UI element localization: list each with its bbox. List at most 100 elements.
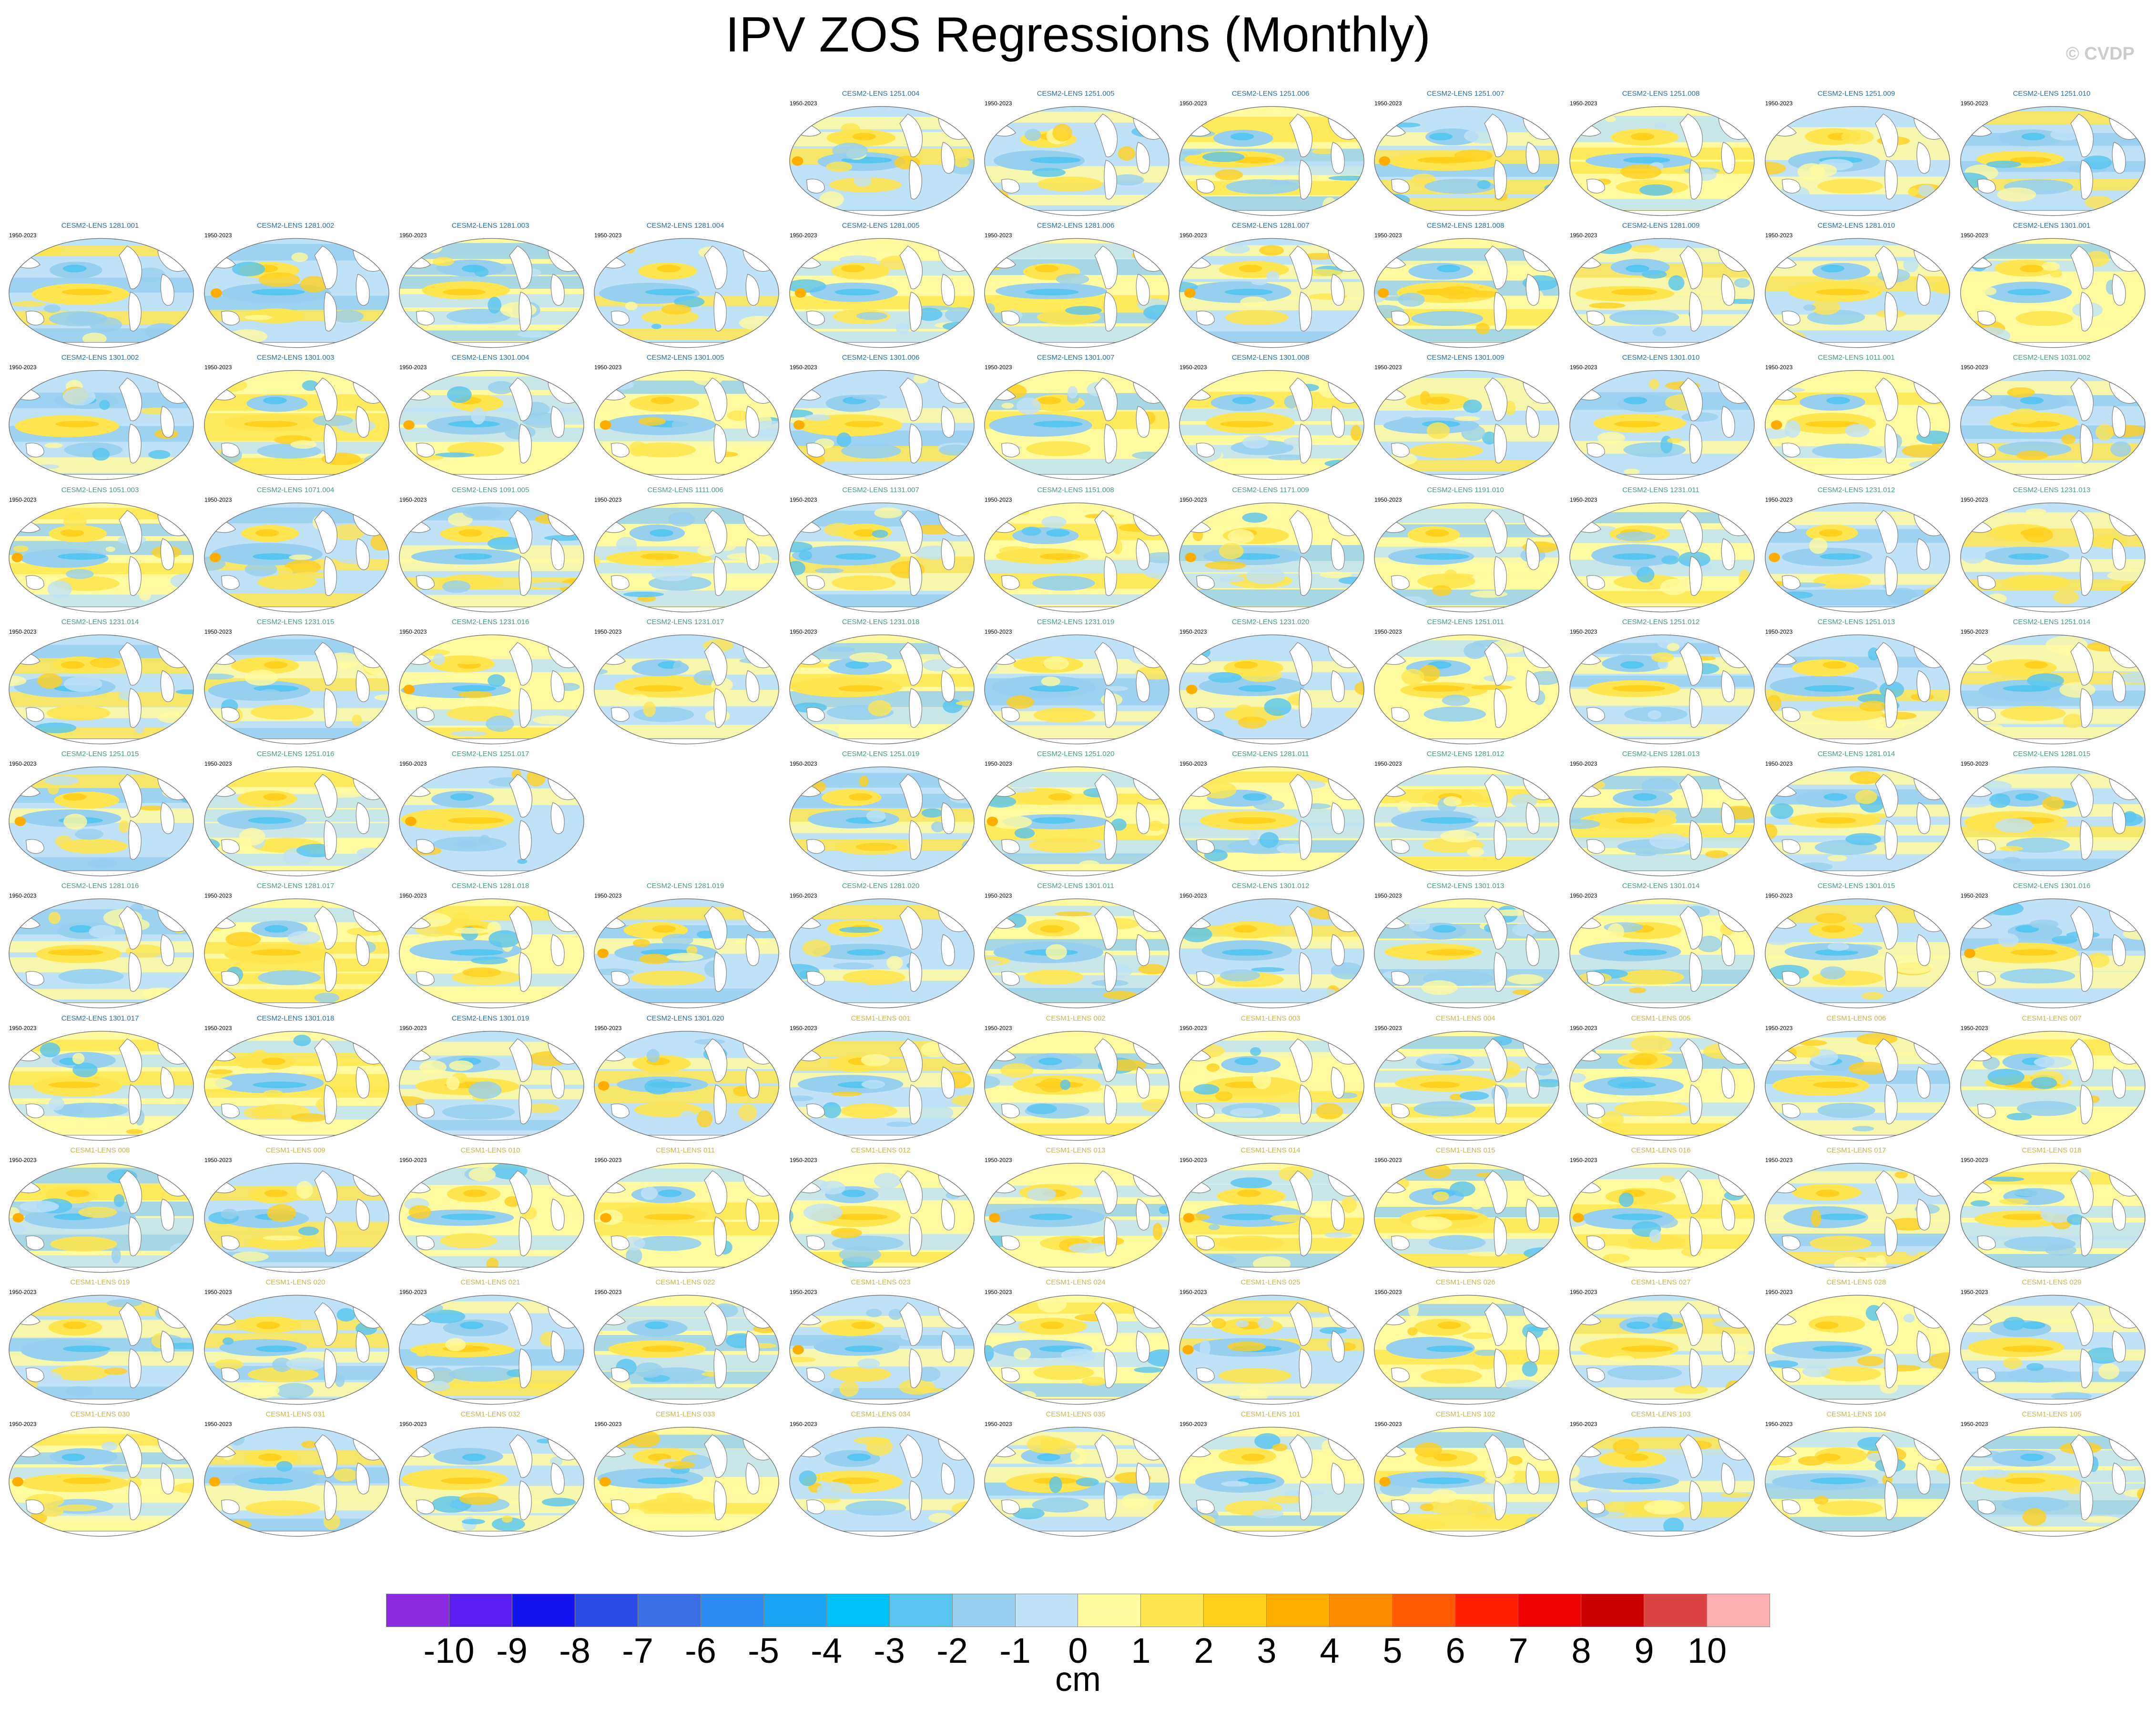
panel-period-label: 1950-2023 xyxy=(399,1157,427,1163)
panel-period-label: 1950-2023 xyxy=(1765,892,1793,899)
panel-title: CESM1-LENS 102 xyxy=(1435,1410,1495,1418)
world-map xyxy=(789,106,975,216)
colorbar-tick-label: 4 xyxy=(1320,1631,1340,1670)
panel-title: CESM2-LENS 1171.009 xyxy=(1232,486,1309,494)
world-map xyxy=(1960,1294,2146,1405)
panel-title: CESM2-LENS 1301.014 xyxy=(1622,882,1700,890)
panel-title: CESM2-LENS 1071.004 xyxy=(256,486,335,494)
panel-period-label: 1950-2023 xyxy=(594,232,622,239)
world-map xyxy=(1179,766,1364,877)
panel-period-label: 1950-2023 xyxy=(594,1025,622,1031)
map-panel: CESM2-LENS 1231.013 1950-2023 xyxy=(1954,486,2149,615)
world-map xyxy=(1569,370,1755,480)
panel-period-label: 1950-2023 xyxy=(1570,1421,1597,1427)
world-map xyxy=(204,1294,389,1405)
world-map xyxy=(594,1294,779,1405)
world-map xyxy=(204,898,389,1009)
panel-period-label: 1950-2023 xyxy=(1570,760,1597,767)
colorbar-tick-label: 6 xyxy=(1445,1631,1465,1670)
world-map xyxy=(1179,502,1364,613)
world-map xyxy=(789,1426,975,1537)
map-panel: CESM1-LENS 006 1950-2023 xyxy=(1759,1014,1954,1143)
colorbar-tick-label: 10 xyxy=(1687,1631,1727,1670)
panel-period-label: 1950-2023 xyxy=(985,364,1012,371)
map-panel: CESM1-LENS 104 1950-2023 xyxy=(1759,1410,1954,1539)
panel-title: CESM2-LENS 1281.008 xyxy=(1426,222,1505,230)
map-panel: CESM2-LENS 1231.019 1950-2023 xyxy=(978,618,1173,747)
map-panel: CESM2-LENS 1301.011 1950-2023 xyxy=(978,882,1173,1011)
map-panel: CESM2-LENS 1301.020 1950-2023 xyxy=(588,1014,783,1143)
panel-period-label: 1950-2023 xyxy=(1765,100,1793,107)
map-panel: CESM2-LENS 1301.002 1950-2023 xyxy=(2,354,198,482)
colorbar-swatch xyxy=(1267,1594,1330,1627)
world-map xyxy=(1569,1426,1755,1537)
panel-title: CESM1-LENS 028 xyxy=(1826,1278,1886,1286)
colorbar-tick-label: -3 xyxy=(874,1631,905,1670)
world-map xyxy=(9,1426,194,1537)
panel-period-label: 1950-2023 xyxy=(1961,1421,1988,1427)
panel-period-label: 1950-2023 xyxy=(204,628,232,635)
colorbar-tick-label: 1 xyxy=(1131,1631,1151,1670)
world-map xyxy=(1569,1031,1755,1141)
map-panel: CESM2-LENS 1281.014 1950-2023 xyxy=(1759,750,1954,879)
colorbar-swatch xyxy=(1330,1594,1393,1627)
world-map xyxy=(789,898,975,1009)
world-map xyxy=(789,1163,975,1273)
panel-title: CESM1-LENS 103 xyxy=(1631,1410,1691,1418)
panel-period-label: 1950-2023 xyxy=(1374,232,1402,239)
panel-period-label: 1950-2023 xyxy=(399,1289,427,1295)
panel-title: CESM2-LENS 1301.020 xyxy=(646,1014,724,1022)
world-map xyxy=(204,1163,389,1273)
map-panel: CESM1-LENS 024 1950-2023 xyxy=(978,1278,1173,1407)
panel-period-label: 1950-2023 xyxy=(1570,100,1597,107)
colorbar-tick-label: -4 xyxy=(811,1631,842,1670)
panel-title: CESM2-LENS 1301.013 xyxy=(1426,882,1505,890)
map-panel: CESM1-LENS 103 1950-2023 xyxy=(1563,1410,1759,1539)
panel-period-label: 1950-2023 xyxy=(1765,232,1793,239)
world-map xyxy=(1569,106,1755,216)
world-map xyxy=(594,1031,779,1141)
panel-title: CESM1-LENS 016 xyxy=(1631,1146,1691,1154)
world-map xyxy=(789,634,975,745)
map-panel: CESM2-LENS 1231.017 1950-2023 xyxy=(588,618,783,747)
map-panel: CESM1-LENS 012 1950-2023 xyxy=(783,1146,978,1275)
panel-period-label: 1950-2023 xyxy=(1374,892,1402,899)
world-map xyxy=(594,370,779,480)
panel-title: CESM2-LENS 1011.001 xyxy=(1818,354,1895,362)
panel-title: CESM1-LENS 032 xyxy=(460,1410,520,1418)
map-panel: CESM2-LENS 1281.015 1950-2023 xyxy=(1954,750,2149,879)
map-panel: CESM2-LENS 1301.001 1950-2023 xyxy=(1954,222,2149,350)
map-panel: CESM2-LENS 1031.002 1950-2023 xyxy=(1954,354,2149,482)
map-panel: CESM1-LENS 020 1950-2023 xyxy=(198,1278,393,1407)
colorbar-tick-label: -9 xyxy=(496,1631,528,1670)
map-panel: CESM2-LENS 1251.013 1950-2023 xyxy=(1759,618,1954,747)
map-panel: CESM2-LENS 1301.018 1950-2023 xyxy=(198,1014,393,1143)
world-map xyxy=(984,1163,1170,1273)
world-map xyxy=(789,370,975,480)
panel-period-label: 1950-2023 xyxy=(399,892,427,899)
world-map xyxy=(984,106,1170,216)
world-map xyxy=(1179,634,1364,745)
panel-period-label: 1950-2023 xyxy=(399,496,427,503)
panel-period-label: 1950-2023 xyxy=(1765,628,1793,635)
map-panel: CESM1-LENS 029 1950-2023 xyxy=(1954,1278,2149,1407)
world-map xyxy=(399,1426,584,1537)
colorbar-swatch xyxy=(826,1594,890,1627)
panel-period-label: 1950-2023 xyxy=(790,1025,817,1031)
panel-period-label: 1950-2023 xyxy=(790,760,817,767)
watermark: © CVDP xyxy=(2065,44,2135,64)
map-panel: CESM1-LENS 016 1950-2023 xyxy=(1563,1146,1759,1275)
panel-period-label: 1950-2023 xyxy=(1180,100,1207,107)
map-panel: CESM1-LENS 002 1950-2023 xyxy=(978,1014,1173,1143)
map-panel: CESM1-LENS 105 1950-2023 xyxy=(1954,1410,2149,1539)
panel-title: CESM2-LENS 1111.006 xyxy=(647,486,723,494)
panel-period-label: 1950-2023 xyxy=(1180,760,1207,767)
panel-title: CESM1-LENS 023 xyxy=(851,1278,911,1286)
panel-title: CESM1-LENS 033 xyxy=(655,1410,715,1418)
panel-title: CESM2-LENS 1231.015 xyxy=(256,618,335,626)
panel-period-label: 1950-2023 xyxy=(204,1421,232,1427)
panel-title: CESM2-LENS 1231.017 xyxy=(646,618,724,626)
map-panel: CESM1-LENS 101 1950-2023 xyxy=(1173,1410,1368,1539)
panel-period-label: 1950-2023 xyxy=(9,232,37,239)
panel-period-label: 1950-2023 xyxy=(790,364,817,371)
